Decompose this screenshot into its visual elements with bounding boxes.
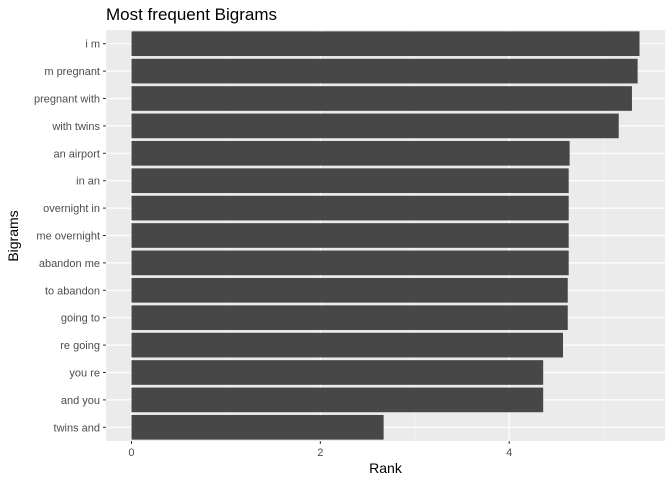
y-tick-label: abandon me bbox=[39, 258, 100, 270]
y-axis-title: Bigrams bbox=[5, 210, 21, 261]
y-tick-label: m pregnant bbox=[44, 66, 100, 78]
bar-overnight-in bbox=[131, 195, 569, 221]
bar-with-twins bbox=[131, 113, 619, 139]
y-tick-label: to abandon bbox=[45, 285, 100, 297]
y-axis-ticks: i m m pregnant pregnant with with twins an a… bbox=[34, 39, 106, 434]
bar-m-pregnant bbox=[131, 58, 638, 84]
x-axis-ticks: 0 2 4 bbox=[128, 441, 512, 459]
x-axis-title: Rank bbox=[369, 460, 403, 476]
y-tick-label: pregnant with bbox=[34, 94, 100, 106]
x-tick-label: 2 bbox=[317, 447, 323, 459]
y-tick-label: me overnight bbox=[36, 231, 100, 243]
y-tick-label: i m bbox=[85, 39, 100, 51]
x-tick-label: 4 bbox=[506, 447, 512, 459]
bar-and-you bbox=[131, 387, 544, 413]
bar-abandon-me bbox=[131, 250, 569, 276]
bars-group bbox=[131, 31, 640, 440]
y-tick-label: in an bbox=[76, 176, 100, 188]
bar-i-m bbox=[131, 31, 640, 57]
y-tick-label: overnight in bbox=[43, 203, 100, 215]
y-tick-label: re going bbox=[60, 340, 100, 352]
y-tick-label: and you bbox=[61, 395, 100, 407]
y-tick-label: going to bbox=[61, 313, 100, 325]
bar-to-abandon bbox=[131, 277, 568, 303]
bar-in-an bbox=[131, 168, 569, 194]
bar-twins-and bbox=[131, 414, 384, 440]
y-tick-label: with twins bbox=[51, 121, 100, 133]
bar-an-airport bbox=[131, 140, 570, 166]
chart-title: Most frequent Bigrams bbox=[106, 5, 277, 24]
y-tick-label: an airport bbox=[54, 148, 100, 160]
bar-me-overnight bbox=[131, 223, 569, 248]
y-tick-label: twins and bbox=[54, 422, 100, 434]
y-tick-label: you re bbox=[69, 368, 100, 380]
x-tick-label: 0 bbox=[128, 447, 134, 459]
bar-pregnant-with bbox=[131, 86, 632, 111]
bar-re-going bbox=[131, 332, 564, 358]
bar-going-to bbox=[131, 305, 568, 331]
bar-you-re bbox=[131, 360, 544, 385]
